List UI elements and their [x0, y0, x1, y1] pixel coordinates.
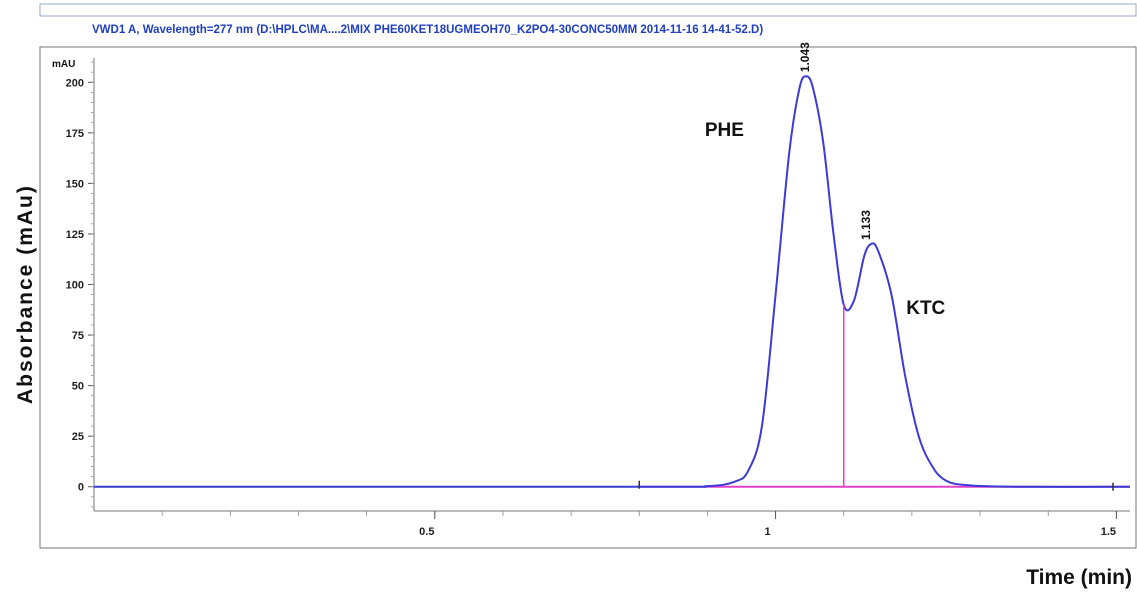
x-axis-label: Time (min) — [1026, 566, 1132, 589]
y-tick-label: 150 — [66, 178, 84, 190]
x-tick-label: 0.5 — [419, 526, 434, 538]
x-tick-label: 1.5 — [1101, 526, 1116, 538]
peak-name-label: KTC — [906, 298, 945, 319]
peak-retention-time: 1.043 — [798, 42, 812, 72]
peak-labels-layer: 1.043 PHE 1.133 KTC — [705, 42, 946, 319]
chromatogram-trace — [93, 75, 1131, 488]
y-unit-label: mAU — [52, 59, 75, 70]
x-tick-label: 1 — [765, 526, 771, 538]
peak-retention-time: 1.133 — [859, 210, 873, 240]
plot-frame — [39, 46, 1137, 549]
y-tick-label: 100 — [66, 280, 84, 292]
y-tick-label: 0 — [78, 482, 84, 494]
y-tick-label: 75 — [72, 330, 84, 342]
series-layer — [93, 75, 1131, 491]
y-tick-label: 200 — [66, 77, 84, 89]
y-tick-label: 50 — [72, 381, 84, 393]
x-ticks-group: 0.5 1 1.5 — [161, 511, 1117, 538]
peak-name-label: PHE — [705, 120, 744, 141]
y-axis-label: Absorbance (mAu) — [14, 184, 37, 404]
chart-title: VWD1 A, Wavelength=277 nm (D:\HPLC\MA...… — [92, 24, 763, 36]
title-bar — [39, 3, 1137, 17]
y-tick-label: 175 — [66, 128, 84, 140]
y-tick-label: 25 — [72, 431, 84, 443]
y-ticks-group: 0 25 50 75 100 125 150 175 200 — [66, 61, 94, 508]
y-tick-label: 125 — [66, 229, 84, 241]
